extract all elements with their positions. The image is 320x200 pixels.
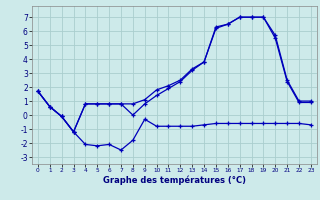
X-axis label: Graphe des températures (°C): Graphe des températures (°C) [103, 176, 246, 185]
